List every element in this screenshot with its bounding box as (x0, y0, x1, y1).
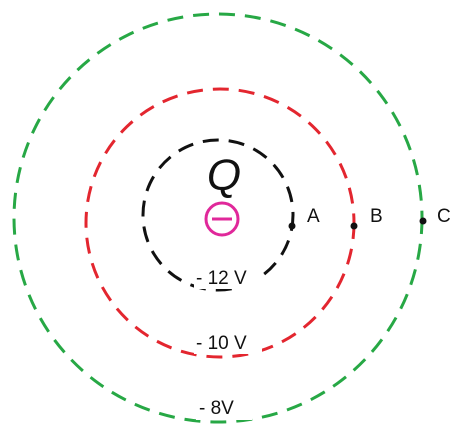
point-a-dot (288, 222, 296, 230)
potential-label-12v: - 12 V (196, 268, 247, 289)
point-a-label: A (307, 206, 320, 227)
charge-circle (204, 201, 240, 237)
equipotential-circle-inner (141, 138, 295, 292)
label-bg-8v (196, 394, 252, 420)
point-c-label: C (437, 206, 451, 227)
potential-label-10v: - 10 V (196, 333, 247, 354)
potential-label-8v: - 8V (199, 398, 234, 419)
negative-charge-icon (204, 201, 240, 237)
point-b-dot (350, 222, 358, 230)
charge-label: Q (207, 151, 241, 200)
point-b-label: B (370, 206, 383, 227)
label-bg-10v (194, 328, 262, 354)
label-bg-12v (194, 263, 260, 289)
point-c-dot (419, 217, 427, 225)
